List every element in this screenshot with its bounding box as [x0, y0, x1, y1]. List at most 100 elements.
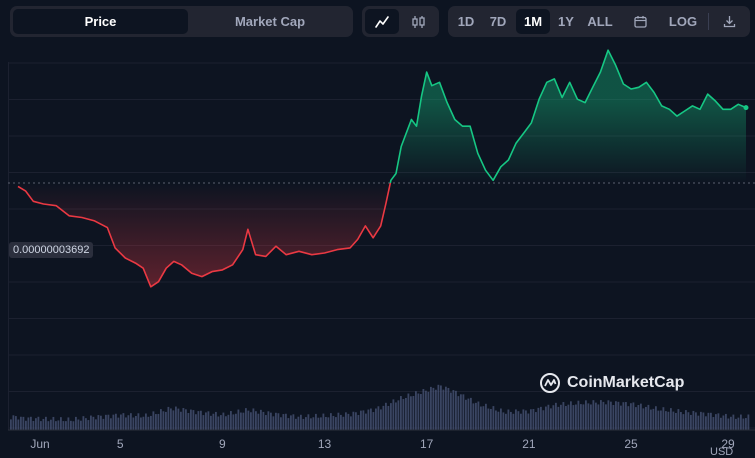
- volume-bar: [607, 400, 610, 430]
- volume-bar: [345, 412, 347, 430]
- volume-bar: [560, 404, 562, 430]
- volume-bar: [150, 415, 152, 430]
- volume-bar: [97, 415, 100, 430]
- last-point-marker: [743, 105, 749, 111]
- volume-bar: [557, 406, 560, 430]
- volume-bar: [747, 414, 750, 430]
- volume-bar: [277, 413, 280, 430]
- volume-bar: [87, 420, 90, 430]
- volume-bar: [562, 402, 565, 430]
- volume-bar: [452, 390, 455, 430]
- calendar-button[interactable]: [628, 9, 652, 34]
- volume-bar: [592, 400, 595, 430]
- volume-bar: [182, 408, 185, 430]
- volume-bar: [125, 417, 127, 430]
- volume-bar: [110, 418, 112, 430]
- volume-bar: [395, 402, 397, 430]
- volume-bar: [375, 408, 377, 430]
- volume-bar: [637, 405, 640, 430]
- volume-bar: [62, 421, 65, 430]
- volume-bar: [315, 413, 317, 430]
- volume-bar: [515, 409, 517, 430]
- volume-bar: [650, 409, 652, 430]
- volume-bar: [245, 408, 247, 430]
- volume-bar: [225, 416, 227, 430]
- volume-bar: [332, 415, 335, 430]
- volume-bar: [300, 414, 302, 430]
- range-1m[interactable]: 1M: [516, 9, 550, 34]
- volume-bar: [572, 405, 575, 430]
- volume-bar: [737, 417, 740, 430]
- volume-bar: [412, 396, 415, 430]
- coinmarketcap-logo-icon: [540, 373, 560, 393]
- volume-bar: [185, 409, 187, 430]
- volume-bar: [622, 402, 625, 430]
- volume-bar: [45, 416, 47, 430]
- range-all[interactable]: ALL: [587, 14, 613, 29]
- volume-bar: [235, 413, 237, 430]
- volume-bar: [147, 416, 150, 430]
- volume-bar: [385, 402, 387, 430]
- volume-bar: [90, 415, 92, 430]
- range-1d[interactable]: 1D: [457, 14, 475, 29]
- volume-bar: [117, 417, 120, 430]
- volume-bar: [582, 404, 585, 430]
- volume-bar: [732, 414, 735, 430]
- volume-bar: [640, 403, 642, 430]
- x-tick-label: 21: [522, 437, 536, 451]
- volume-bar: [347, 413, 350, 430]
- volume-bar: [490, 408, 492, 430]
- volume-bar: [700, 411, 702, 430]
- log-scale-button[interactable]: LOG: [668, 14, 698, 29]
- volume-bar: [485, 403, 487, 430]
- volume-bar: [287, 418, 290, 430]
- volume-bar: [415, 391, 417, 430]
- volume-bar: [177, 408, 180, 430]
- coinmarketcap-watermark: CoinMarketCap: [539, 372, 684, 394]
- volume-bar: [495, 410, 497, 430]
- volume-bar: [502, 412, 505, 430]
- volume-bar: [37, 416, 40, 430]
- volume-bar: [157, 413, 160, 430]
- volume-bar: [250, 412, 252, 430]
- currency-label: USD: [710, 446, 734, 458]
- volume-bar: [260, 409, 262, 430]
- x-tick-label: 17: [420, 437, 434, 451]
- volume-bar: [205, 412, 207, 430]
- volume-bar: [305, 417, 307, 430]
- volume-bar: [682, 414, 685, 430]
- volume-bar: [137, 413, 140, 430]
- volume-bar: [467, 398, 470, 430]
- download-button[interactable]: [716, 9, 742, 34]
- candlestick-button[interactable]: [402, 9, 436, 34]
- volume-bar: [197, 411, 200, 430]
- volume-bar: [357, 415, 360, 430]
- range-1y[interactable]: 1Y: [558, 14, 574, 29]
- volume-bar: [675, 412, 677, 430]
- volume-bar: [85, 418, 87, 430]
- volume-bar: [712, 417, 715, 430]
- volume-bar: [115, 413, 117, 430]
- volume-bar: [680, 412, 682, 430]
- tab-market-cap[interactable]: Market Cap: [234, 14, 306, 29]
- volume-bar: [715, 414, 717, 430]
- line-chart-button[interactable]: [365, 9, 399, 34]
- volume-bar: [355, 412, 357, 430]
- volume-bar: [615, 401, 617, 430]
- volume-bar: [430, 386, 432, 430]
- volume-bar: [202, 415, 205, 430]
- volume-bar: [477, 401, 480, 430]
- volume-bar: [665, 411, 667, 430]
- volume-bar: [600, 400, 602, 430]
- range-7d[interactable]: 7D: [489, 14, 507, 29]
- volume-bar: [425, 390, 427, 430]
- volume-bar: [152, 411, 155, 430]
- volume-bar: [512, 413, 515, 430]
- volume-bar: [685, 410, 687, 430]
- volume-bar: [47, 421, 50, 430]
- volume-bar: [550, 408, 552, 430]
- volume-bar: [417, 393, 420, 430]
- tab-price[interactable]: Price: [13, 9, 188, 34]
- volume-bar: [722, 415, 725, 430]
